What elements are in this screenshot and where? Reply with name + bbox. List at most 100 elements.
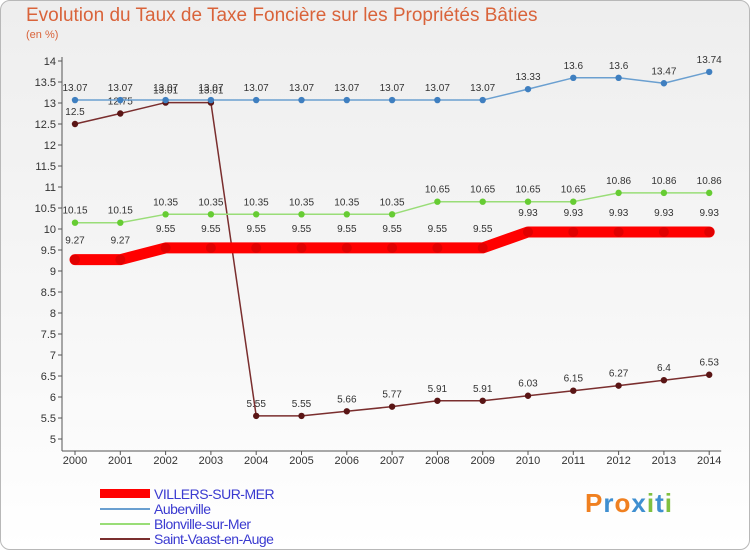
data-label: 5.91 [428, 384, 448, 395]
series-villers-sur-mer: 9.27 9.27 9.55 9.55 9.55 9.55 9.55 9.55 9.55 9.55… [65, 208, 719, 266]
data-label: 13.07 [425, 83, 450, 94]
x-tick-label: 2008 [425, 455, 449, 467]
data-label: 10.35 [334, 197, 359, 208]
data-label: 13.6 [564, 61, 584, 72]
data-label: 13.01 [198, 86, 223, 97]
data-label: 6.53 [699, 358, 719, 369]
data-point [298, 412, 305, 420]
data-point [706, 371, 713, 378]
data-label: 13.33 [515, 72, 540, 83]
data-point [298, 96, 305, 104]
series-blonville-sur-mer: 10.15 10.15 10.35 10.35 10.35 10.35 10.35 10.35… [62, 176, 722, 226]
data-label: 9.93 [654, 208, 674, 219]
data-label: 5.55 [246, 399, 266, 410]
data-point [615, 189, 622, 197]
data-point [207, 96, 215, 104]
data-point [117, 110, 124, 117]
y-tick-label: 9 [50, 266, 56, 278]
data-label: 5.55 [292, 399, 312, 410]
data-point [160, 242, 171, 253]
data-label: 10.35 [380, 197, 405, 208]
data-point [71, 120, 79, 128]
data-point [570, 198, 577, 205]
y-tick-label: 12.5 [35, 119, 56, 131]
data-point [343, 211, 350, 218]
data-label: 10.35 [153, 197, 178, 208]
y-tick-label: 8 [50, 308, 56, 320]
data-point [706, 68, 713, 76]
data-point [523, 226, 533, 237]
data-label: 9.93 [564, 208, 584, 219]
series-saint-vaast-en-auge: 12.512.7513.0113.015.555.555.665.775.915… [65, 86, 719, 420]
legend-swatch [100, 522, 150, 525]
data-label: 13.07 [334, 83, 359, 94]
y-tick-label: 8.5 [41, 287, 56, 299]
y-tick-label: 10.5 [35, 203, 56, 215]
data-point [71, 96, 79, 104]
data-label: 13.07 [470, 83, 495, 94]
y-tick-label: 11 [45, 182, 56, 194]
data-point [524, 85, 532, 93]
data-label: 6.27 [609, 369, 629, 380]
data-label: 10.86 [651, 176, 676, 187]
y-tick-label: 6 [50, 392, 56, 404]
data-point [479, 96, 486, 104]
data-label: 9.27 [65, 236, 85, 247]
data-label: 9.93 [699, 208, 719, 219]
data-point [704, 226, 715, 237]
data-label: 13.07 [62, 83, 87, 94]
x-tick-label: 2010 [516, 455, 540, 467]
legend-label: Blonville-sur-Mer [154, 515, 251, 532]
data-point [615, 382, 622, 389]
x-tick-label: 2001 [108, 455, 132, 467]
data-label: 9.55 [201, 224, 221, 235]
logo-letter: o [614, 488, 632, 518]
legend-item: Auberville [100, 501, 274, 517]
data-label: 10.65 [470, 185, 495, 196]
y-tick-label: 11.5 [35, 161, 56, 173]
data-point [613, 226, 624, 237]
data-point [70, 254, 80, 265]
data-label: 13.07 [108, 83, 133, 94]
data-label: 10.35 [198, 197, 223, 208]
data-label: 13.47 [651, 66, 676, 77]
data-label: 13.74 [697, 55, 722, 66]
data-label: 13.07 [153, 83, 178, 94]
data-label: 9.93 [609, 208, 629, 219]
data-label: 9.27 [111, 236, 131, 247]
logo-letter: i [646, 488, 656, 518]
y-tick-label: 12 [44, 140, 56, 152]
x-tick-label: 2012 [606, 455, 630, 467]
y-tick-label: 6.5 [41, 371, 56, 383]
data-point [117, 219, 124, 226]
data-point [434, 96, 441, 104]
series-auberville: 13.07 13.07 13.07 13.07 13.07 13.07 13.07 13.07… [62, 55, 722, 104]
x-tick-label: 2003 [199, 455, 223, 467]
y-tick-label: 13.5 [35, 77, 56, 89]
data-point [568, 226, 579, 237]
data-point [162, 211, 169, 218]
x-tick-label: 2007 [380, 455, 404, 467]
data-label: 9.55 [382, 224, 402, 235]
y-tick-label: 5 [50, 434, 56, 446]
legend-swatch [100, 507, 150, 510]
data-label: 10.65 [561, 185, 586, 196]
x-tick-label: 2000 [63, 455, 87, 467]
data-point [343, 96, 350, 104]
data-point [479, 198, 486, 205]
data-point [341, 242, 352, 253]
data-label: 13.07 [289, 83, 314, 94]
data-label: 13.07 [198, 83, 223, 94]
data-label: 9.55 [292, 224, 312, 235]
y-tick-label: 5.5 [41, 413, 56, 425]
data-label: 9.55 [428, 224, 448, 235]
x-tick-label: 2006 [335, 455, 359, 467]
data-label: 10.86 [697, 176, 722, 187]
legend-swatch [100, 489, 150, 498]
data-label: 9.55 [337, 224, 357, 235]
x-tick-label: 2002 [153, 455, 177, 467]
data-point [524, 198, 532, 205]
data-point [251, 242, 262, 253]
data-label: 13.6 [609, 61, 629, 72]
